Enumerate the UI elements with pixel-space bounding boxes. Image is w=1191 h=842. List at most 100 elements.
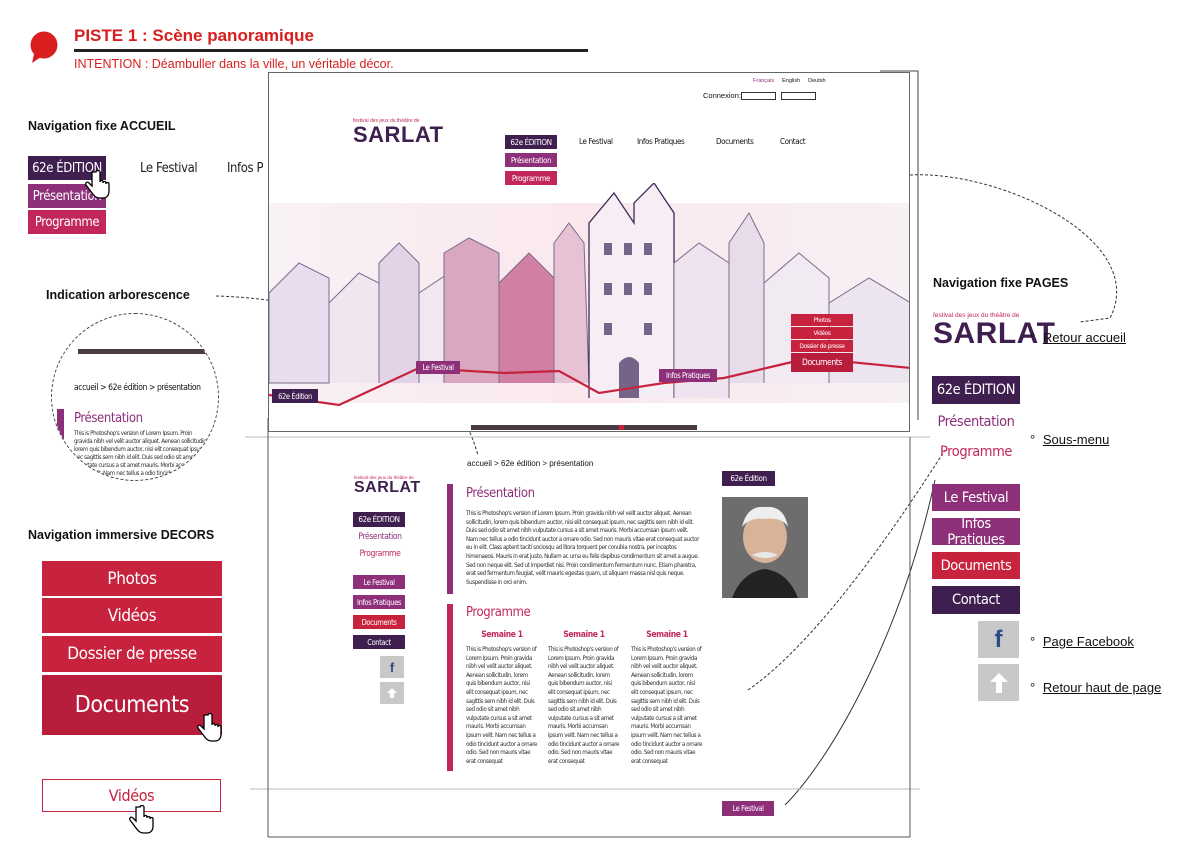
pages-facebook-button[interactable]: f bbox=[978, 621, 1019, 658]
facebook-icon: f bbox=[389, 659, 395, 675]
pages-back-to-top-button[interactable] bbox=[978, 664, 1019, 701]
sous-menu-link[interactable]: Sous-menu bbox=[1042, 432, 1110, 447]
connexion-login-input[interactable] bbox=[741, 92, 776, 100]
bullet: ° bbox=[1030, 432, 1036, 447]
scene-label-infos[interactable]: Infos Pratiques bbox=[659, 369, 717, 382]
bullet: ° bbox=[1030, 680, 1036, 695]
homepage-mockup: Français English Deutsh Connexion: festi… bbox=[268, 72, 910, 432]
zoom-circle: accueil > 62e édition > présentation Pré… bbox=[51, 313, 219, 481]
lang-german[interactable]: Deutsh bbox=[808, 78, 826, 84]
presentation-accent-bar bbox=[447, 484, 453, 594]
mock-nav-festival[interactable]: Le Festival bbox=[579, 137, 613, 146]
mock-nav-contact[interactable]: Contact bbox=[780, 137, 806, 146]
pages-presentation[interactable]: Présentation bbox=[937, 414, 1015, 430]
side-edition[interactable]: 62e ÉDITION bbox=[353, 512, 405, 527]
presentation-title: Présentation bbox=[466, 486, 535, 501]
mock-nav-infos[interactable]: Infos Pratiques bbox=[637, 137, 685, 146]
retour-haut-link[interactable]: Retour haut de page bbox=[1042, 680, 1162, 695]
page-facebook-link[interactable]: Page Facebook bbox=[1042, 634, 1134, 649]
logo-wordmark: SARLAT bbox=[353, 122, 444, 147]
pages-logo[interactable]: festival des jeux du théâtre de SARLAT bbox=[933, 312, 1055, 349]
retour-accueil-link[interactable]: Retour accueil bbox=[1042, 330, 1126, 345]
lang-french[interactable]: Français bbox=[753, 78, 775, 84]
arrow-up-icon bbox=[989, 672, 1009, 694]
zoom-accent-bar bbox=[57, 409, 64, 479]
nav-pages-title: Navigation fixe PAGES bbox=[933, 276, 1069, 290]
side-festival[interactable]: Le Festival bbox=[353, 575, 405, 589]
mock-nav-edition[interactable]: 62e ÉDITION bbox=[505, 135, 557, 149]
nav-accueil-programme[interactable]: Programme bbox=[28, 210, 106, 234]
programme-accent-bar bbox=[447, 604, 453, 771]
logo-tagline: festival des jeux du théâtre de bbox=[354, 475, 414, 480]
semaine-text-2: This is Photoshop's version of Lorem Ips… bbox=[548, 646, 619, 765]
semaine-title-1: Semaine 1 bbox=[481, 630, 523, 640]
zoom-text: This is Photoshop's version of Lorem Ips… bbox=[74, 430, 208, 480]
decors-documents[interactable]: Documents bbox=[42, 675, 222, 735]
programme-title: Programme bbox=[466, 605, 531, 620]
mock-logo[interactable]: festival des jeux du théâtre de SARLAT bbox=[353, 119, 444, 146]
mock-nav-programme[interactable]: Programme bbox=[505, 171, 557, 185]
side-infos[interactable]: Infos Pratiques bbox=[353, 595, 405, 609]
pages-edition[interactable]: 62e ÉDITION bbox=[932, 376, 1020, 404]
retour-accueil-note[interactable]: ° Retour accueil bbox=[1030, 330, 1126, 345]
connexion-password-input[interactable] bbox=[781, 92, 816, 100]
pages-programme[interactable]: Programme bbox=[939, 444, 1013, 460]
decors-videos-hover[interactable]: Vidéos bbox=[42, 779, 221, 812]
pages-infos[interactable]: Infos Pratiques bbox=[932, 516, 1020, 548]
side-documents[interactable]: Documents bbox=[353, 615, 405, 629]
mock-nav-presentation[interactable]: Présentation bbox=[505, 153, 557, 167]
side-programme[interactable]: Programme bbox=[359, 549, 401, 559]
decors-videos[interactable]: Vidéos bbox=[42, 598, 222, 633]
side-contact[interactable]: Contact bbox=[353, 635, 405, 649]
nav-accueil-presentation[interactable]: Présentation bbox=[28, 184, 106, 208]
decors-photos[interactable]: Photos bbox=[42, 561, 222, 596]
semaine-title-3: Semaine 1 bbox=[646, 630, 688, 640]
logo-tagline: festival des jeux du théâtre de bbox=[353, 118, 420, 124]
scene-photos[interactable]: Photos bbox=[791, 314, 853, 326]
pages-contact[interactable]: Contact bbox=[932, 586, 1020, 614]
pages-festival[interactable]: Le Festival bbox=[932, 484, 1020, 511]
arrow-up-icon bbox=[386, 687, 398, 699]
nav-accueil-title: Navigation fixe ACCUEIL bbox=[28, 119, 176, 133]
semaine-title-2: Semaine 1 bbox=[563, 630, 605, 640]
scene-videos[interactable]: Vidéos bbox=[791, 327, 853, 339]
sous-menu-note[interactable]: ° Sous-menu bbox=[1030, 432, 1109, 447]
panorama-scrollbar[interactable] bbox=[471, 425, 697, 430]
logo-wordmark: SARLAT bbox=[933, 317, 1056, 350]
scene-documents[interactable]: Documents bbox=[791, 353, 853, 372]
zoom-heading: Présentation bbox=[74, 411, 143, 426]
edition-badge[interactable]: 62e Édition bbox=[722, 471, 775, 486]
nav-accueil-infos[interactable]: Infos Pr bbox=[227, 161, 263, 176]
pages-documents[interactable]: Documents bbox=[932, 552, 1020, 579]
nav-accueil-festival[interactable]: Le Festival bbox=[140, 161, 198, 176]
bullet: ° bbox=[1030, 634, 1036, 649]
side-facebook-button[interactable]: f bbox=[380, 656, 404, 678]
presentation-text: This is Photoshop's version of Lorem Ips… bbox=[466, 510, 699, 586]
zoom-breadcrumb: accueil > 62e édition > présentation bbox=[74, 383, 201, 393]
zoom-scrollbar bbox=[78, 349, 218, 354]
logo-wordmark: SARLAT bbox=[354, 479, 421, 496]
portrait-photo bbox=[722, 497, 808, 598]
hand-cursor-icon bbox=[128, 805, 154, 835]
page-logo[interactable]: festival des jeux du théâtre de SARLAT bbox=[354, 475, 421, 496]
page-facebook-note[interactable]: ° Page Facebook bbox=[1030, 634, 1134, 649]
facebook-icon: f bbox=[994, 625, 1003, 653]
side-presentation[interactable]: Présentation bbox=[358, 532, 402, 542]
hand-cursor-icon bbox=[196, 713, 222, 743]
mock-nav-documents[interactable]: Documents bbox=[716, 137, 754, 146]
retour-haut-note[interactable]: ° Retour haut de page bbox=[1030, 680, 1161, 695]
decors-presse[interactable]: Dossier de presse bbox=[42, 636, 222, 672]
panorama-town-illustration bbox=[269, 183, 909, 407]
scene-presse[interactable]: Dossier de presse bbox=[791, 340, 853, 352]
hand-cursor-icon bbox=[84, 170, 110, 200]
scene-label-festival[interactable]: Le Festival bbox=[416, 361, 460, 374]
scene-label-edition[interactable]: 62e Édition bbox=[272, 389, 318, 403]
lang-english[interactable]: English bbox=[782, 78, 801, 84]
footer-festival-button[interactable]: Le Festival bbox=[722, 801, 774, 816]
connexion-label: Connexion: bbox=[703, 91, 741, 100]
scrollbar-thumb[interactable] bbox=[619, 425, 624, 430]
language-selector: Français English Deutsh bbox=[753, 78, 826, 84]
side-back-to-top-button[interactable] bbox=[380, 682, 404, 704]
page-title: PISTE 1 : Scène panoramique bbox=[74, 26, 314, 45]
